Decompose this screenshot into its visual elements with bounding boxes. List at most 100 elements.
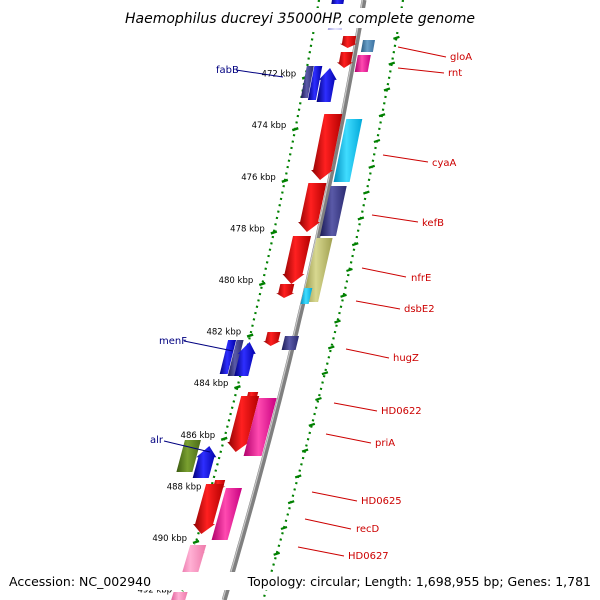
footer-backdrop [4,572,596,590]
label-leader [345,348,390,359]
tick-label: 488 kbp [167,482,202,492]
gene-hugZ [263,332,281,346]
gene-labels: fabB menF alr gloA rnt cyaA kefB nfrE dsbE2 hugZ H… [150,46,472,562]
gene-menF-a [219,340,237,374]
gene-top-clip [331,0,344,4]
minor-tick [346,267,353,273]
gene-nfrE-2 [302,238,333,302]
tick-mark [192,539,200,545]
gene-label-rnt: rnt [448,68,462,79]
tick-label: 480 kbp [219,276,254,286]
gene-priA-a [227,396,260,452]
minor-tick [315,396,322,402]
label-leader [304,518,352,530]
minor-tick [351,242,359,247]
tick-label: 486 kbp [181,431,216,441]
minor-tick [368,164,376,169]
gene-label-cyaA: cyaA [432,158,457,169]
tick-mark [220,436,228,441]
label-leader [163,440,211,453]
minor-tick [334,319,341,324]
gene-kefB-2 [320,186,347,236]
minor-tick [340,293,347,298]
tick-label: 474 kbp [252,121,287,131]
map-title: Haemophilus ducreyi 35000HP, complete ge… [125,11,475,27]
tick-label: 472 kbp [262,70,297,80]
label-leader [297,546,345,557]
gene-fabB-c [316,68,337,102]
gene-label-priA: priA [375,438,395,449]
gene-label-fabB: fabB [216,65,239,76]
label-leader [355,300,401,310]
gene-label-gloA: gloA [450,52,472,63]
gene-priA-b [243,398,277,456]
minor-tick [393,35,400,40]
tick-label: 482 kbp [206,328,241,338]
gene-cyaA-2 [333,119,363,182]
gene-label-HD0627: HD0627 [348,551,389,562]
gene-label-recD: recD [356,524,380,535]
label-leader [397,67,445,74]
label-leader [183,340,234,352]
gene-gloA [339,36,357,48]
label-leader [361,267,407,278]
gene-kefB [298,183,327,232]
accession-text: Accession: NC_002940 [9,574,151,589]
tick-mark [246,333,254,338]
tick-label: 478 kbp [230,224,265,234]
minor-tick [273,551,280,556]
gene-rnt [337,52,353,68]
tick-mark [234,385,241,390]
tick-mark [291,127,299,132]
minor-tick [363,190,370,195]
minor-tick [388,61,396,66]
label-leader [325,433,372,444]
gene-features [171,0,375,600]
gene-label-alr: alr [150,435,164,446]
minor-tick [321,371,329,376]
tick-mark [281,178,289,183]
gene-fabB-a [300,66,314,98]
gene-menF-c [234,342,256,376]
gene-dsbE2-2 [300,288,313,304]
topology-text: Topology: circular; Length: 1,698,955 bp… [247,574,591,589]
tick-mark [270,230,278,235]
gene-dsbE2 [276,284,295,298]
dotted-rings [178,0,405,600]
gene-rnt-2 [354,55,371,72]
gene-label-kefB: kefB [422,218,444,229]
gene-recD-b [211,488,242,540]
gene-gloA-2 [360,40,375,52]
label-leader [235,69,284,78]
minor-tick [373,138,381,144]
gene-alr-b [192,446,217,478]
minor-tick [294,474,302,479]
gene-label-hugZ: hugZ [393,353,419,364]
minor-tick [301,448,309,453]
gene-bottom-clip [171,592,188,600]
tick-label: 492 kbp [137,586,172,596]
tick-mark [258,281,266,287]
gene-fabB-b [307,66,323,100]
minor-tick [327,345,335,350]
label-leader [371,214,419,223]
gene-label-HD0622: HD0622 [381,406,422,417]
gene-label-dsbE2: dsbE2 [404,304,435,315]
label-leader [382,154,429,163]
minor-tick [357,216,365,221]
label-leader [397,46,447,58]
gene-hugZ-2 [281,336,299,350]
gene-menF-b [227,340,244,376]
gene-label-nfrE: nfrE [411,273,431,284]
minor-tick [383,87,391,92]
gene-nfrE [282,236,311,284]
minor-tick [378,113,386,118]
gene-cyaA [311,114,343,180]
ring-inner-right [262,0,405,600]
ring-outer-left [178,0,321,600]
minor-tick [287,500,295,505]
tick-label: 476 kbp [241,173,276,183]
label-leader [333,402,378,412]
